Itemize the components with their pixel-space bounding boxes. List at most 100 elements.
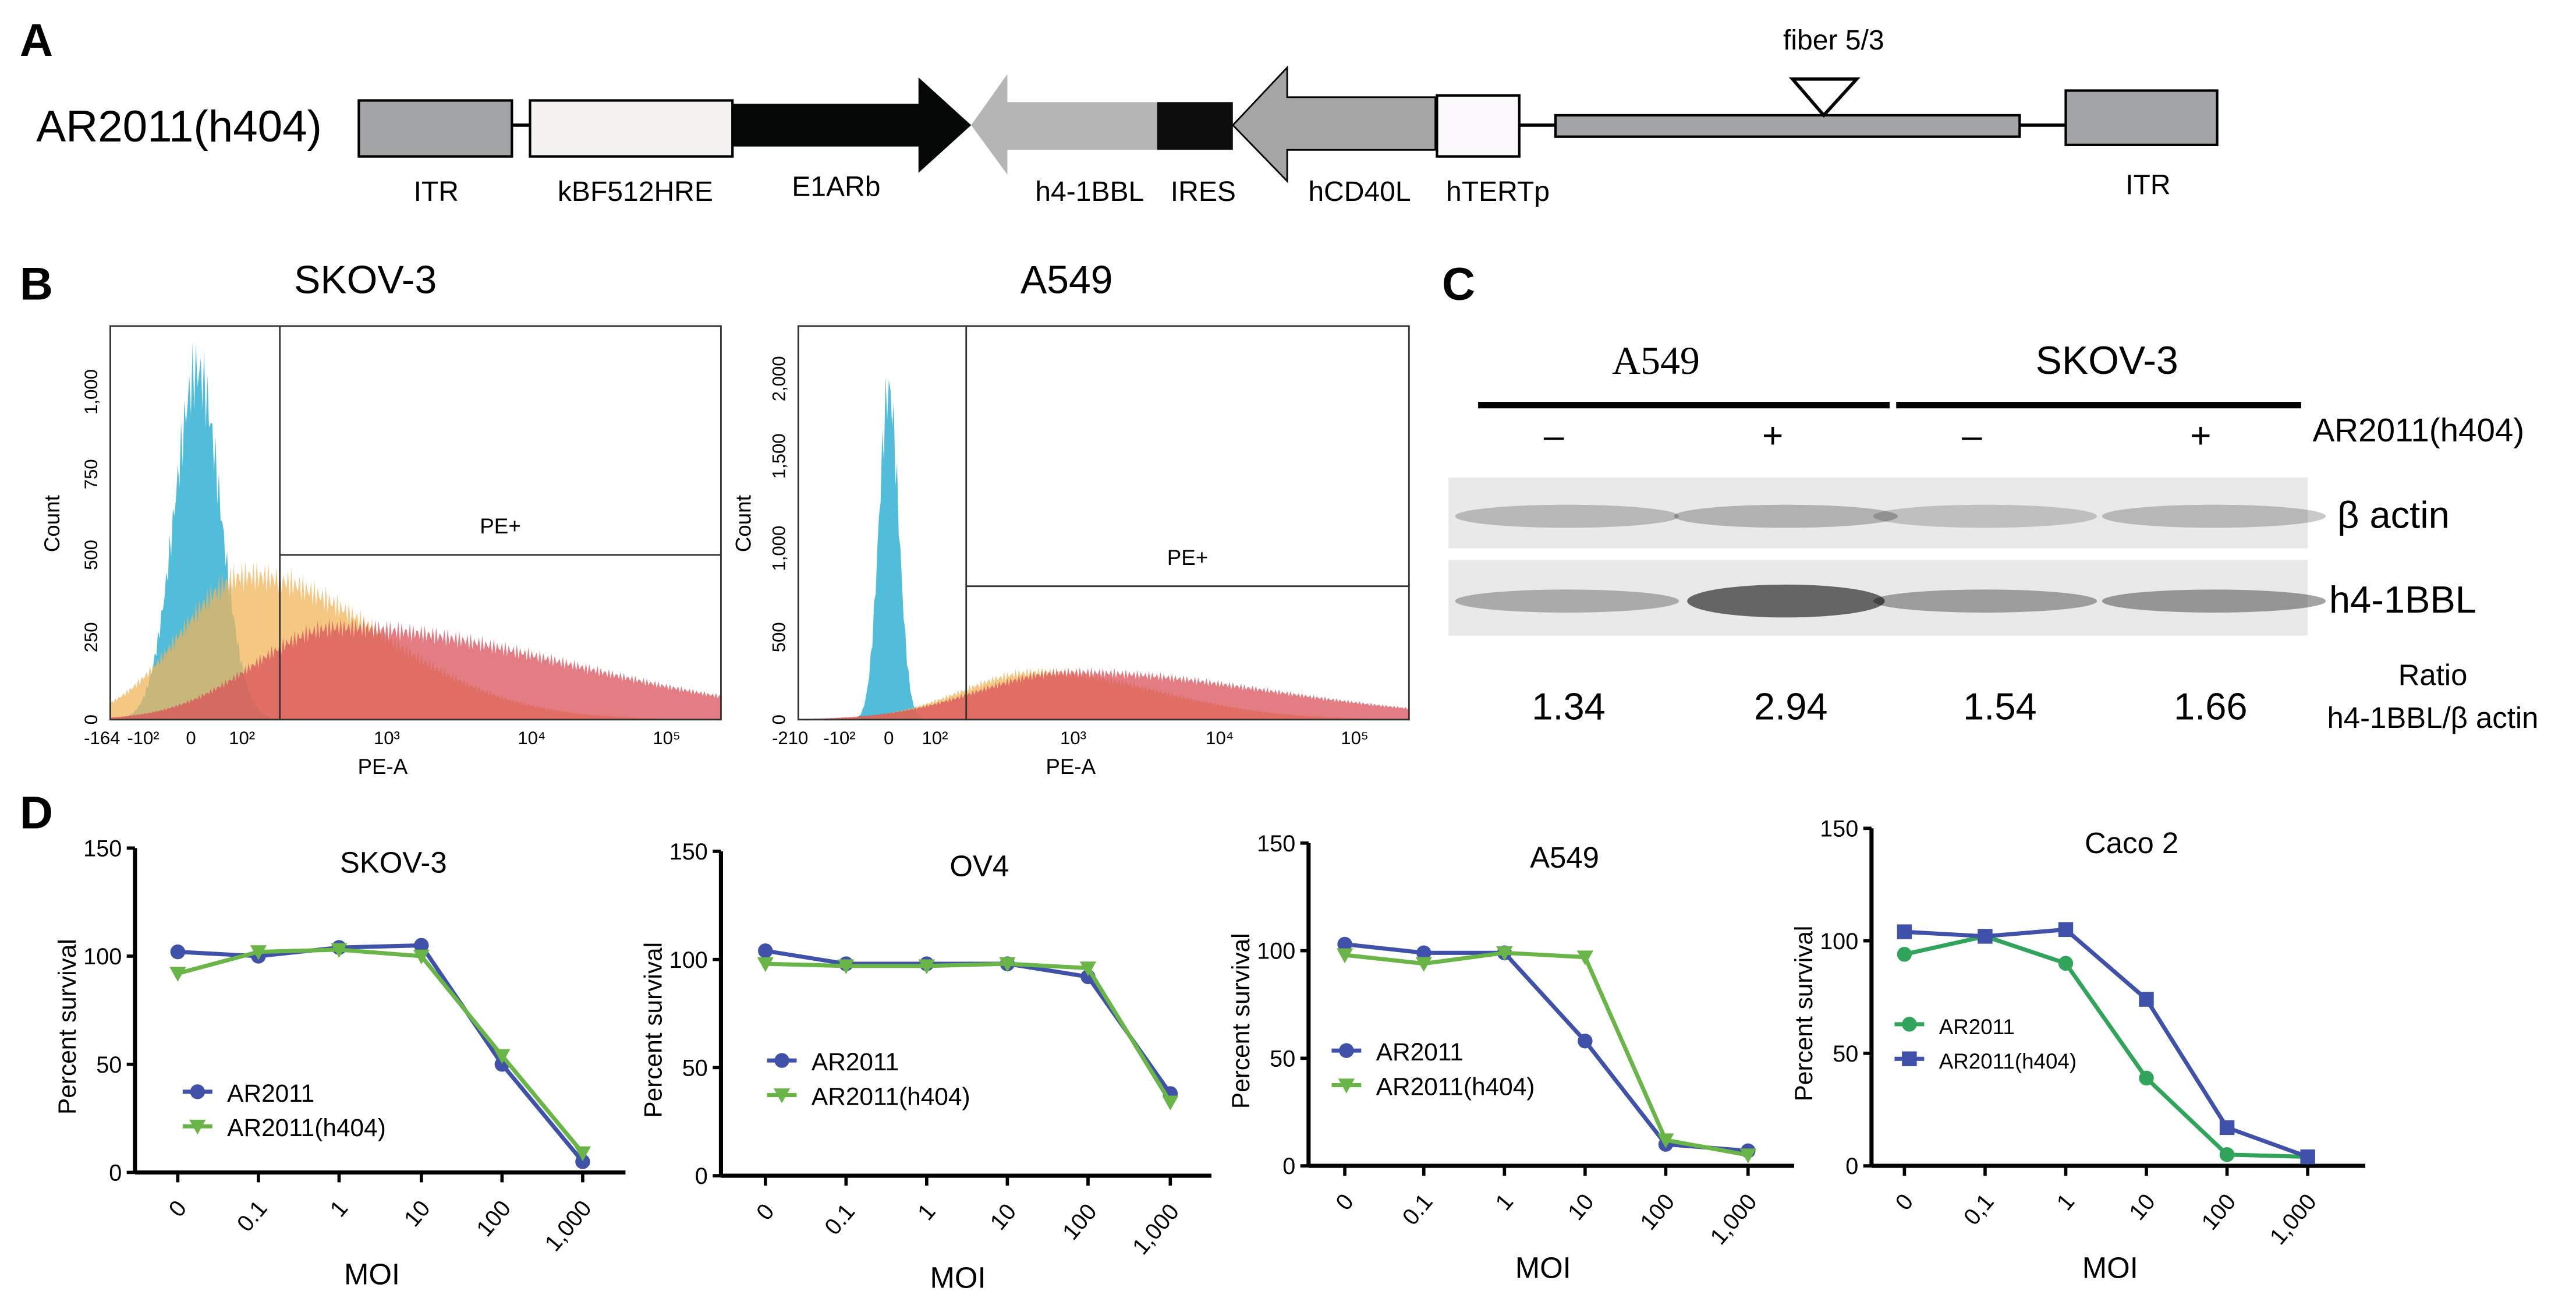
y-tick-label: 500 (81, 540, 101, 570)
x-tick-label: 1 (325, 1195, 353, 1222)
legend-label: AR2011(h404) (227, 1114, 386, 1141)
panel-label-a: A (20, 14, 53, 66)
x-tick-label: 0 (186, 728, 196, 748)
data-point (1162, 1095, 1179, 1110)
y-tick-label: 0 (769, 715, 789, 724)
lane-treatment-sign: + (2190, 416, 2211, 456)
data-point (918, 959, 936, 974)
fiber-label: fiber 5/3 (1783, 24, 1884, 56)
construct-element-label: ITR (414, 176, 459, 207)
x-tick-label: 10 (399, 1195, 435, 1232)
x-tick-label: 10³ (374, 728, 400, 748)
h404-histogram (110, 617, 721, 720)
data-point (1897, 924, 1912, 939)
ratio-label: Ratio (2398, 658, 2468, 691)
data-point (2058, 956, 2074, 971)
data-point (331, 943, 348, 958)
y-tick-label: 1,000 (81, 369, 101, 415)
x-tick-label: 10 (2124, 1189, 2160, 1225)
data-point (170, 944, 186, 960)
y-tick-label: 0 (1282, 1154, 1295, 1179)
y-tick-label: 100 (1820, 929, 1858, 954)
flow-plot-skov-3: SKOV-3 PE+ 0 250 500 750 1,000 -164 -10² 0 10² 10³ 1… (40, 258, 722, 779)
plot-frame (797, 325, 1410, 721)
blot-band (2102, 504, 2326, 528)
y-tick-label: 2,000 (769, 356, 789, 401)
y-tick-label: 500 (769, 622, 789, 652)
x-tick-label: 0.1 (232, 1195, 272, 1236)
data-point (758, 943, 773, 958)
legend-label: AR2011 (227, 1080, 314, 1107)
legend-label: AR2011 (1939, 1015, 2015, 1039)
data-point (1496, 946, 1513, 961)
y-tick-label: 250 (81, 622, 101, 652)
x-tick-label: 1,000 (2265, 1189, 2322, 1250)
x-tick-label: 100 (1635, 1189, 1679, 1235)
series-line-ar2011h404 (765, 961, 1172, 1103)
legend-marker (774, 1053, 789, 1068)
x-tick-label: 1 (913, 1199, 941, 1225)
x-tick-label: -210 (772, 728, 808, 748)
x-tick-label: 1,000 (540, 1195, 596, 1256)
y-tick-label: 150 (1257, 831, 1295, 857)
flow-title: SKOV-3 (294, 258, 437, 302)
control-histogram (798, 376, 1409, 720)
construct-map: fiber 5/3 ITR kBF512HRE E1ARb h4-1BBL IRES hCD… (357, 24, 2219, 207)
series-line-ar2011 (1904, 934, 2308, 1159)
x-tick-label: 10 (1563, 1189, 1599, 1225)
x-tick-label: 1,000 (1128, 1199, 1184, 1260)
data-point (2058, 922, 2074, 938)
x-axis-label: PE-A (1046, 755, 1096, 779)
survival-chart-ov4: 0 50 100 150 0 0.1 1 10 100 1,000 OV4 MOI Percent su… (640, 839, 1212, 1291)
blot-band (1674, 504, 1898, 528)
data-point (2219, 1120, 2235, 1136)
blot-band (1455, 589, 1679, 613)
data-point (1415, 957, 1432, 972)
x-tick-label: 10² (922, 728, 948, 748)
data-point (1897, 947, 1912, 962)
ratio-value: 1.34 (1532, 685, 1606, 728)
data-point (494, 1049, 511, 1064)
ratio-value: 1.66 (2174, 685, 2248, 728)
data-point (250, 945, 267, 960)
y-tick-label: 100 (1257, 939, 1295, 964)
construct-element-label: ITR (2125, 169, 2170, 201)
data-point (1079, 961, 1097, 977)
gate-label: PE+ (480, 514, 520, 538)
blot-strip (1448, 478, 2308, 549)
hcd40l-arrow (1231, 65, 1436, 183)
legend-marker (1338, 1078, 1355, 1094)
y-axis-label: Percent survival (1790, 926, 1817, 1102)
data-point (1336, 948, 1353, 964)
y-tick-label: 0 (81, 715, 101, 724)
x-tick-label: -164 (84, 728, 120, 748)
panel-label-b: B (20, 258, 53, 310)
legend-marker (1902, 1017, 1917, 1032)
legend-marker (189, 1119, 206, 1135)
y-tick-label: 50 (1270, 1046, 1295, 1071)
y-axis-label: Count (40, 495, 64, 552)
treatment-label: AR2011(h404) (2313, 412, 2525, 448)
series-line-ar2011 (1344, 942, 1749, 1153)
construct-element-label: hTERTp (1446, 176, 1550, 207)
x-tick-label: 100 (1058, 1199, 1102, 1245)
x-axis-label: MOI (930, 1261, 986, 1291)
data-point (838, 959, 855, 974)
legend-label: AR2011 (1376, 1038, 1464, 1066)
data-point (2219, 1147, 2235, 1162)
itr-left-block (357, 99, 513, 158)
x-axis-label: PE-A (358, 755, 408, 779)
construct-element-label: hCD40L (1308, 176, 1411, 207)
legend-marker (190, 1084, 205, 1099)
chart-title: SKOV-3 (340, 846, 447, 879)
plot-frame (109, 325, 722, 721)
e1arb-arrow (732, 77, 972, 173)
y-axis-label: Count (731, 495, 755, 552)
x-tick-label: 0.1 (820, 1199, 860, 1240)
x-tick-label: 1,000 (1705, 1189, 1762, 1250)
x-tick-label: 100 (472, 1195, 516, 1242)
data-point (169, 967, 186, 982)
flow-plot-a549: A549 PE+ 0 500 1,000 1,500 2,000 -210 -10² 0 10² 10… (731, 258, 1410, 779)
